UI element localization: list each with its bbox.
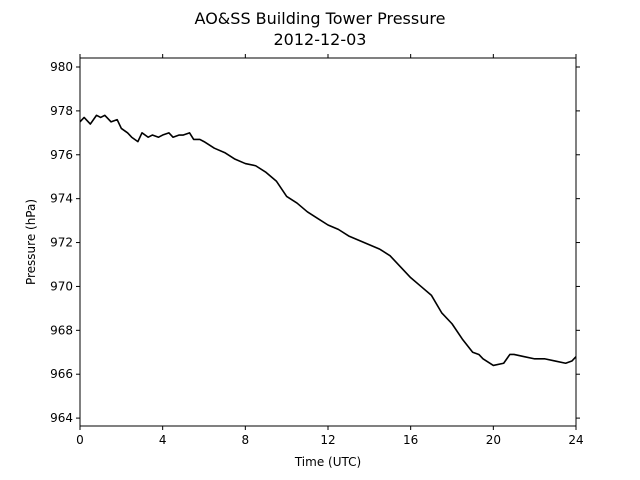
y-tick-label: 974 [50,192,73,206]
line-series [79,114,577,367]
x-tick-label: 20 [486,433,501,447]
plot-frame [79,57,577,427]
y-tick-label: 972 [50,236,73,250]
x-tick-label: 8 [242,433,250,447]
y-tick-label: 980 [50,60,73,74]
y-axis-label: Pressure (hPa) [24,199,38,285]
y-tick-label: 966 [50,367,73,381]
y-tick-label: 970 [50,279,73,293]
x-tick-label: 24 [568,433,583,447]
y-tick-label: 968 [50,323,73,337]
x-tick-label: 16 [403,433,418,447]
chart-title: AO&SS Building Tower Pressure [195,9,446,28]
x-tick-label: 0 [76,433,84,447]
chart-subtitle: 2012-12-03 [274,30,367,49]
x-axis-label: Time (UTC) [294,455,361,469]
y-tick-label: 978 [50,104,73,118]
y-tick-label: 976 [50,148,73,162]
x-tick-label: 4 [159,433,167,447]
x-tick-label: 12 [320,433,335,447]
y-tick-label: 964 [50,411,73,425]
